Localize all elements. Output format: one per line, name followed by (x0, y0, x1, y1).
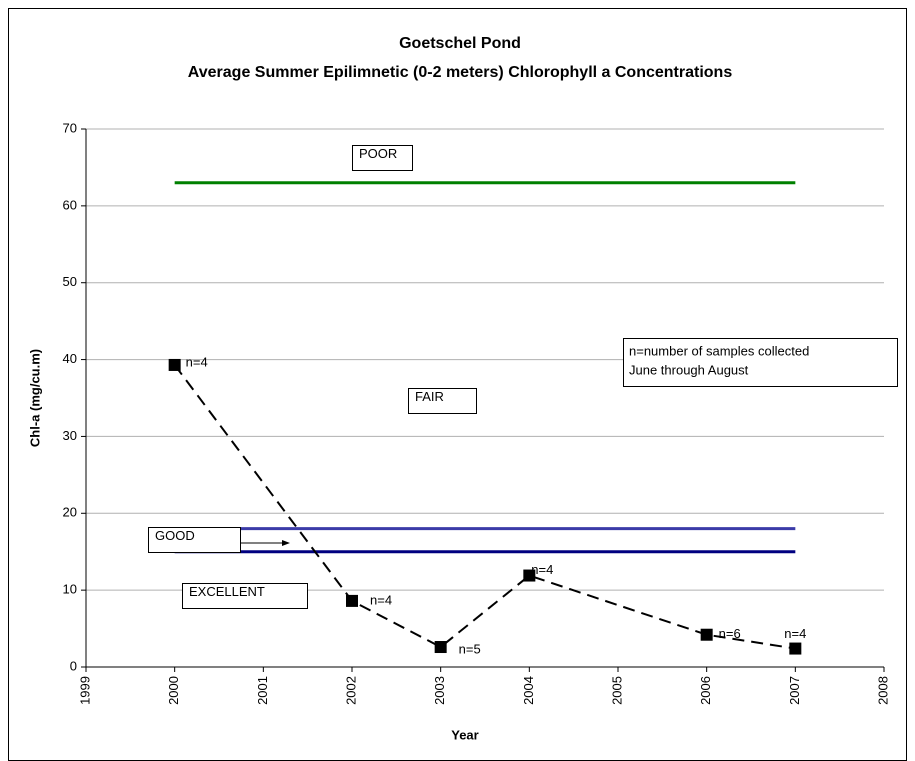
x-tick-label: 2004 (521, 676, 536, 705)
data-point (434, 641, 447, 654)
annotation-box (182, 583, 308, 609)
annotation-box (352, 145, 413, 171)
y-tick-label: 0 (70, 658, 77, 673)
x-tick-label: 2007 (787, 676, 802, 705)
data-point (523, 569, 536, 582)
data-point (346, 594, 358, 607)
annotation: EXCELLENT (189, 584, 265, 599)
annotation: POOR (359, 146, 397, 161)
chart-subtitle: Average Summer Epilimnetic (0-2 meters) … (188, 64, 733, 81)
y-tick-label: 20 (63, 505, 77, 520)
note-text: n=number of samples collected (629, 343, 809, 358)
x-tick-label: 2005 (609, 676, 624, 705)
x-axis-title: Year (451, 727, 478, 742)
x-tick-label: 2006 (698, 676, 713, 705)
y-tick-label: 30 (63, 428, 77, 443)
y-tick-label: 60 (63, 197, 77, 212)
annotation-box (148, 527, 241, 553)
x-tick-label: 2003 (432, 676, 447, 705)
point-label: n=4 (531, 562, 553, 577)
y-axis-title: Chl-a (mg/cu.m) (27, 349, 42, 447)
y-tick-label: 70 (63, 120, 77, 135)
annotation: GOOD (155, 528, 195, 543)
note-box (623, 338, 898, 387)
point-label: n=4 (784, 626, 806, 641)
x-tick-label: 2008 (875, 676, 890, 705)
data-point (700, 628, 713, 641)
point-label: n=5 (459, 641, 481, 656)
annotation: FAIR (415, 389, 444, 404)
x-tick-label: 1999 (77, 676, 92, 705)
note-text: June through August (629, 362, 749, 377)
x-tick-label: 2000 (166, 676, 181, 705)
point-label: n=4 (186, 354, 208, 369)
arrow-head (282, 540, 290, 546)
point-label: n=4 (370, 592, 392, 607)
point-label: n=6 (719, 626, 741, 641)
y-tick-label: 40 (63, 351, 77, 366)
x-tick-label: 2001 (255, 676, 270, 705)
y-tick-label: 50 (63, 274, 77, 289)
annotation-box (408, 388, 477, 414)
series-line (173, 364, 796, 650)
x-tick-label: 2002 (343, 676, 358, 705)
data-point (168, 358, 181, 371)
chart-title: Goetschel Pond (399, 35, 521, 52)
data-point (789, 642, 802, 655)
y-tick-label: 10 (63, 582, 77, 597)
